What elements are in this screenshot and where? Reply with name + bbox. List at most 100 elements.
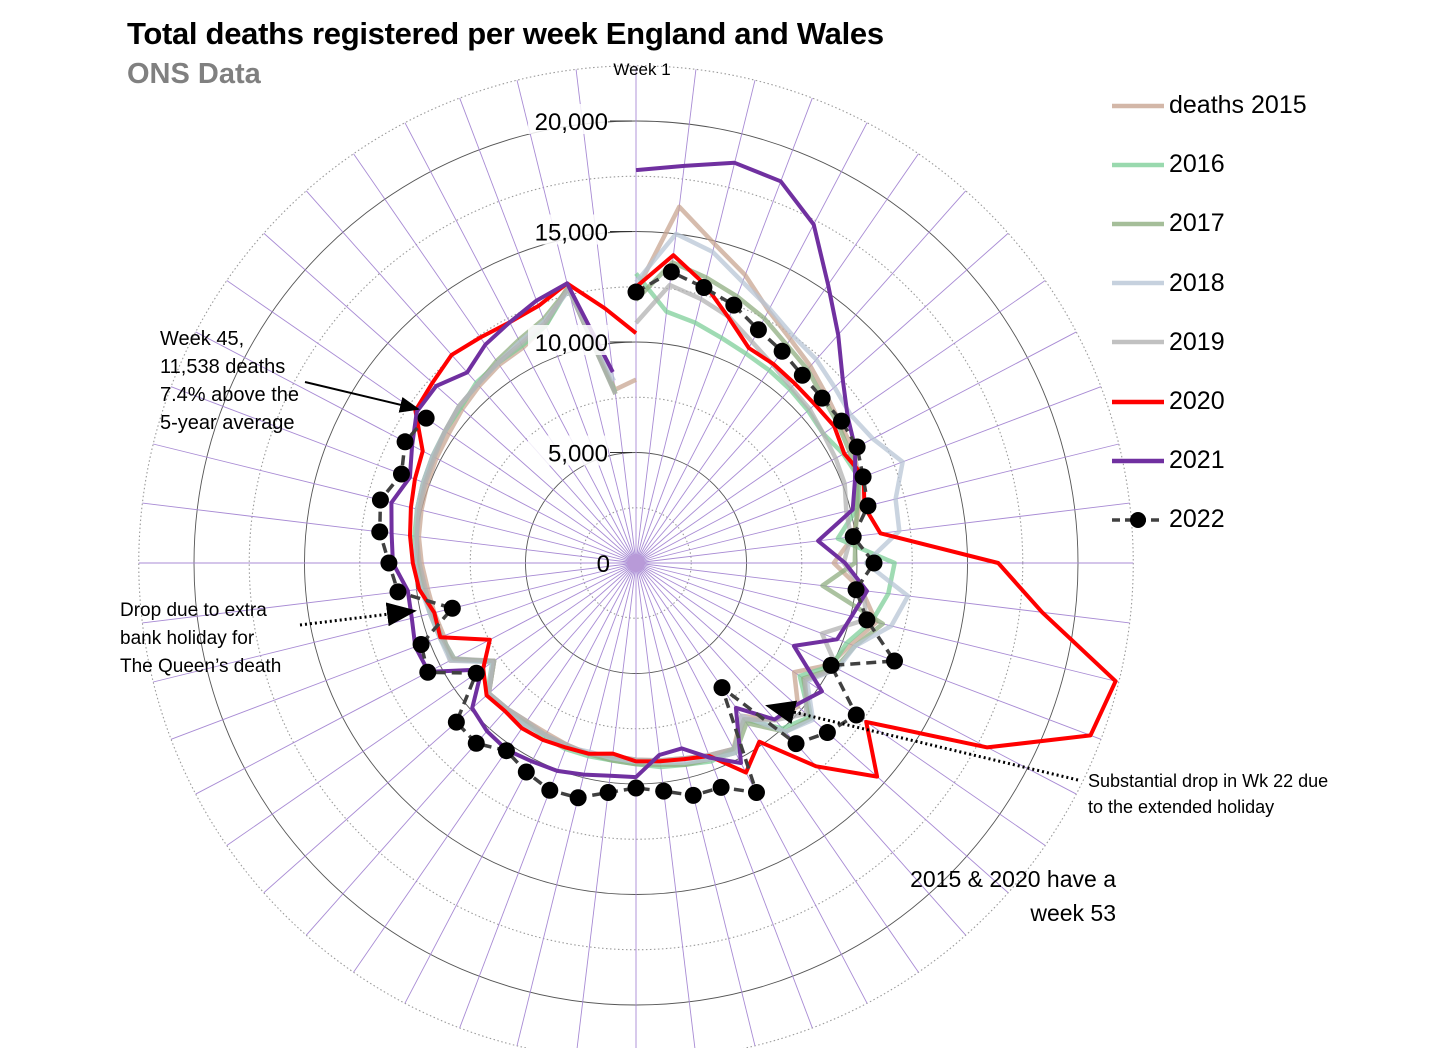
data-point-2022-week-45 bbox=[417, 409, 435, 427]
data-point-2022-week-29 bbox=[569, 789, 587, 807]
legend-label: 2022 bbox=[1169, 505, 1225, 534]
axis-tick-label: 15,000 bbox=[535, 220, 608, 247]
annotation-line: 11,538 deaths bbox=[160, 356, 286, 378]
legend-label: 2016 bbox=[1169, 150, 1225, 179]
legend-swatch-graphic bbox=[1112, 399, 1164, 404]
axis-tick-label: 5,000 bbox=[548, 441, 608, 468]
spoke-week-35 bbox=[226, 562, 637, 846]
annotation-week-45: Week 45, 11,538 deaths 7.4% above the 5-… bbox=[160, 325, 299, 437]
legend-swatch-2020 bbox=[1110, 387, 1166, 417]
legend-swatch-2019 bbox=[1110, 327, 1166, 357]
spoke-week-46 bbox=[263, 232, 637, 564]
data-point-2022-week-8 bbox=[813, 389, 831, 407]
data-point-2022-week-13 bbox=[844, 528, 862, 546]
spoke-week-6 bbox=[635, 153, 919, 564]
spoke-week-51 bbox=[516, 80, 637, 564]
axis-label-background bbox=[528, 104, 608, 134]
legend-swatch-graphic bbox=[1112, 458, 1164, 463]
axis-tick-label: 0 bbox=[597, 551, 610, 578]
data-point-2022-week-23 bbox=[747, 784, 765, 802]
spoke-week-31 bbox=[404, 562, 637, 1004]
data-point-2022-week-38 bbox=[443, 599, 461, 617]
data-point-2022-week-36 bbox=[419, 663, 437, 681]
spoke-week-19 bbox=[635, 562, 1046, 846]
data-point-2022-week-31 bbox=[517, 763, 535, 781]
axis-label-background bbox=[528, 435, 608, 466]
data-point-2022-week-43 bbox=[392, 465, 410, 483]
arrow-queen-bank-holiday bbox=[299, 602, 417, 627]
data-point-2022-week-34 bbox=[447, 713, 465, 731]
data-point-2022-week-15 bbox=[847, 581, 865, 599]
chart-series bbox=[371, 160, 1118, 807]
data-point-2022-week-26 bbox=[655, 782, 673, 800]
data-point-2022-week-22 bbox=[713, 679, 731, 697]
data-point-2022-week-18 bbox=[822, 656, 840, 674]
annotation-line: 7.4% above the bbox=[160, 384, 299, 406]
legend-item-2020[interactable]: 2020 bbox=[1110, 372, 1307, 431]
spoke-week-41 bbox=[142, 502, 637, 564]
data-point-2022-week-40 bbox=[380, 554, 398, 572]
data-point-2022-week-14 bbox=[865, 554, 883, 572]
spoke-week-39 bbox=[142, 562, 637, 624]
data-point-2022-week-6 bbox=[773, 342, 791, 360]
data-point-2022-week-25 bbox=[684, 786, 702, 804]
data-point-2022-week-12 bbox=[859, 497, 877, 515]
legend-item-2019[interactable]: 2019 bbox=[1110, 313, 1307, 372]
axis-label-background bbox=[528, 214, 608, 245]
legend-label: 2021 bbox=[1169, 446, 1225, 475]
legend-item-2021[interactable]: 2021 bbox=[1110, 431, 1307, 490]
spoke-week-26 bbox=[635, 562, 696, 1048]
annotation-line: The Queen’s death bbox=[120, 656, 282, 677]
data-point-2022-week-11 bbox=[854, 468, 872, 486]
legend-label: 2018 bbox=[1169, 268, 1225, 297]
legend-label: 2017 bbox=[1169, 209, 1225, 238]
data-point-2022-week-10 bbox=[848, 438, 866, 456]
spoke-week-17 bbox=[635, 562, 1102, 740]
data-point-2022-week-24 bbox=[712, 778, 730, 796]
data-point-2022-week-16 bbox=[858, 611, 876, 629]
center-hub bbox=[627, 554, 645, 572]
data-point-2022-week-7 bbox=[793, 366, 811, 384]
spoke-week-34 bbox=[263, 562, 637, 894]
annotation-line: week 53 bbox=[1030, 900, 1116, 926]
spoke-week-44 bbox=[195, 331, 637, 564]
spoke-week-15 bbox=[635, 562, 1130, 624]
data-point-2022-week-21 bbox=[787, 735, 805, 753]
legend-swatch-graphic bbox=[1112, 162, 1164, 168]
spoke-week-37 bbox=[170, 562, 637, 740]
annotation-week-53: 2015 & 2020 have a week 53 bbox=[860, 862, 1116, 930]
data-point-2022-week-33 bbox=[467, 734, 485, 752]
spoke-week-12 bbox=[635, 443, 1119, 564]
annotation-arrows bbox=[299, 381, 1079, 782]
annotation-line: Drop due to extra bbox=[120, 600, 267, 621]
data-point-2022-week-32 bbox=[497, 742, 515, 760]
spoke-week-28 bbox=[576, 562, 637, 1048]
axis-label-background bbox=[528, 325, 608, 355]
annotation-queen-bank-holiday: Drop due to extra bank holiday for The Q… bbox=[120, 597, 281, 681]
spoke-week-52 bbox=[575, 69, 637, 564]
data-point-2022-week-4 bbox=[725, 296, 743, 314]
axis-tick-label: 10,000 bbox=[535, 330, 608, 357]
legend-item-2018[interactable]: 2018 bbox=[1110, 254, 1307, 313]
legend-swatch-2016 bbox=[1110, 150, 1166, 180]
spoke-week-4 bbox=[635, 97, 813, 564]
legend-item-2022[interactable]: 2022 bbox=[1110, 490, 1307, 549]
legend-marker bbox=[1130, 511, 1146, 528]
legend-item-2015[interactable]: deaths 2015 bbox=[1110, 76, 1307, 135]
spoke-week-23 bbox=[635, 562, 868, 1004]
annotation-line: to the extended holiday bbox=[1088, 797, 1275, 817]
spoke-week-36 bbox=[195, 562, 637, 795]
data-point-2022-week-9 bbox=[833, 412, 851, 430]
arrow-week-45 bbox=[304, 381, 420, 413]
data-point-2022-week-44 bbox=[396, 433, 414, 451]
data-point-2022-week-39 bbox=[389, 583, 407, 601]
radial-axis-labels: 0 5,000 10,000 15,000 20,000 bbox=[528, 104, 632, 578]
series-line-2020 bbox=[408, 253, 1118, 779]
legend-swatch-graphic bbox=[1112, 511, 1164, 528]
legend-item-2017[interactable]: 2017 bbox=[1110, 194, 1307, 253]
legend-item-2016[interactable]: 2016 bbox=[1110, 135, 1307, 194]
annotation-week-22-drop: Substantial drop in Wk 22 due to the ext… bbox=[1088, 768, 1328, 820]
spoke-week-18 bbox=[635, 562, 1077, 795]
legend-swatch-2015 bbox=[1110, 91, 1166, 121]
